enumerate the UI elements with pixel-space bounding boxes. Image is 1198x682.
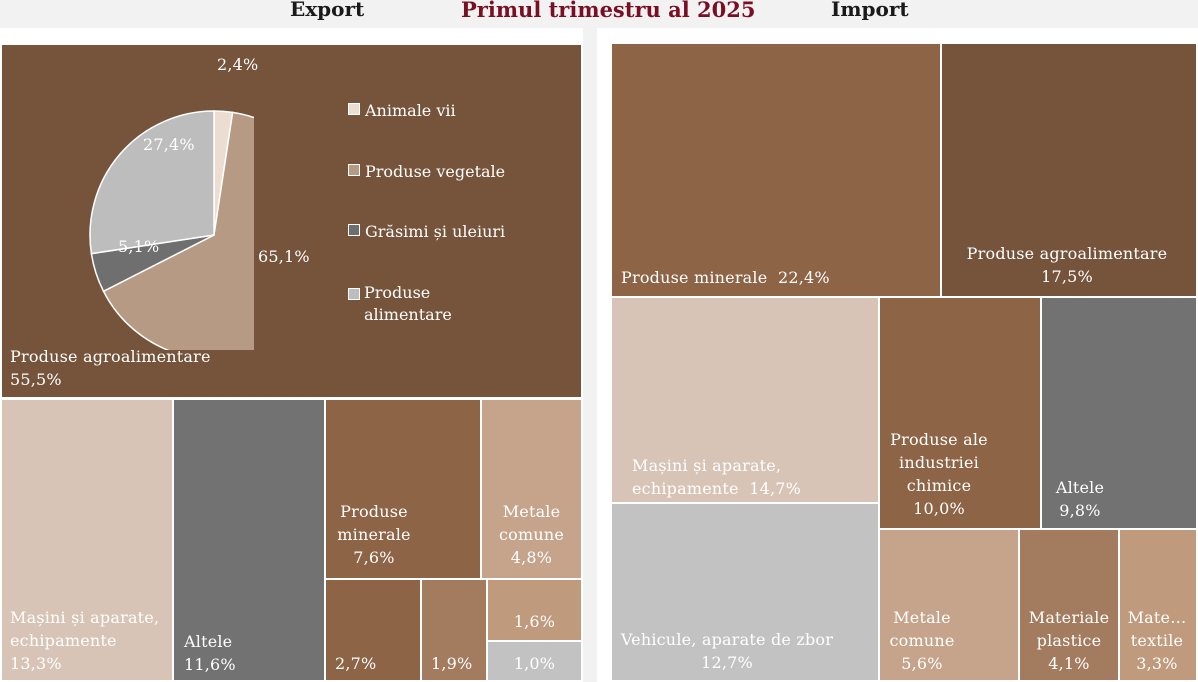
import-agro-label: Produse agroalimentare 17,5% — [966, 244, 1168, 286]
pie-label-animale: 2,4% — [217, 55, 259, 74]
pie-label-grasimi: 5,1% — [118, 237, 160, 256]
import-chimice-label: Produse ale industriei chimice 10,0% — [890, 430, 988, 518]
legend-swatch-icon — [348, 103, 360, 115]
import-minerale-label: Produse minerale 22,4% — [621, 268, 830, 287]
export-tile-metale: Metale comune 4,8% — [480, 398, 583, 580]
export-pie-chart — [89, 110, 254, 350]
pie-slice-vegetale — [102, 111, 254, 350]
export-tile-masini: Mașini și aparate, echipamente 13,3% — [0, 398, 174, 682]
export-tile-altele: Altele 11,6% — [172, 398, 326, 682]
export-tile-2-7: 2,7% — [324, 578, 422, 682]
export-masini-label: Mașini și aparate, echipamente 13,3% — [10, 608, 160, 673]
import-tile-chimice: Produse ale industriei chimice 10,0% — [878, 296, 1042, 530]
panel-divider — [583, 28, 597, 682]
import-tile-textile: Mate… textile 3,3% — [1118, 528, 1198, 682]
legend-swatch-icon — [348, 164, 360, 176]
legend-swatch-icon — [348, 224, 360, 236]
export-tile-1-0: 1,0% — [486, 640, 583, 682]
import-treemap: Produse minerale 22,4% Produse agroalime… — [597, 28, 1198, 682]
export-1-9-label: 1,9% — [431, 654, 473, 673]
export-tile-1-9: 1,9% — [420, 578, 488, 682]
export-tile-minerale: Produse minerale 7,6% — [324, 398, 482, 580]
import-textile-label: Mate… textile 3,3% — [1127, 608, 1187, 673]
import-tile-plastice: Materiale plastice 4,1% — [1018, 528, 1120, 682]
legend-item-alimentare: Produse alimentare — [348, 282, 452, 326]
legend-item-vegetale: Produse vegetale — [348, 161, 505, 183]
export-1-6-label: 1,6% — [513, 612, 556, 631]
export-1-0-label: 1,0% — [513, 654, 556, 673]
legend-item-animale: Animale vii — [348, 100, 456, 122]
legend-swatch-icon — [348, 288, 360, 300]
export-treemap: Produse agroalimentare 55,5% 2,4% 27,4% … — [0, 28, 583, 682]
legend-item-grasimi: Grăsimi și uleiuri — [348, 221, 505, 243]
import-tile-metale: Metale comune 5,6% — [878, 528, 1020, 682]
pie-label-alimentare: 27,4% — [143, 135, 195, 154]
export-title: Export — [290, 0, 365, 21]
import-tile-agro: Produse agroalimentare 17,5% — [940, 42, 1198, 298]
export-minerale-label: Produse minerale 7,6% — [337, 502, 411, 567]
pie-slice-alimentare — [89, 110, 215, 255]
import-masini-label: Mașini și aparate, echipamente 14,7% — [632, 456, 802, 498]
import-metale-label: Metale comune 5,6% — [889, 608, 955, 673]
export-agro-label: Produse agroalimentare 55,5% — [10, 347, 211, 389]
pie-label-vegetale: 65,1% — [258, 247, 310, 266]
chart-title: Primul trimestru al 2025 — [461, 0, 756, 22]
import-tile-minerale: Produse minerale 22,4% — [610, 42, 942, 298]
import-plastice-label: Materiale plastice 4,1% — [1028, 608, 1110, 673]
export-altele-label: Altele 11,6% — [184, 632, 236, 674]
import-title: Import — [831, 0, 909, 21]
import-vehicule-label: Vehicule, aparate de zbor 12,7% — [620, 630, 834, 672]
import-altele-label: Altele 9,8% — [1055, 478, 1105, 520]
import-tile-masini: Mașini și aparate, echipamente 14,7% — [610, 296, 880, 504]
export-metale-label: Metale comune 4,8% — [498, 502, 565, 567]
export-tile-1-6: 1,6% — [486, 578, 583, 642]
export-2-7-label: 2,7% — [335, 654, 377, 673]
import-tile-altele: Altele 9,8% — [1040, 296, 1198, 530]
export-tile-agroalimentare: Produse agroalimentare 55,5% 2,4% 27,4% … — [0, 43, 583, 399]
import-tile-vehicule: Vehicule, aparate de zbor 12,7% — [610, 502, 880, 682]
